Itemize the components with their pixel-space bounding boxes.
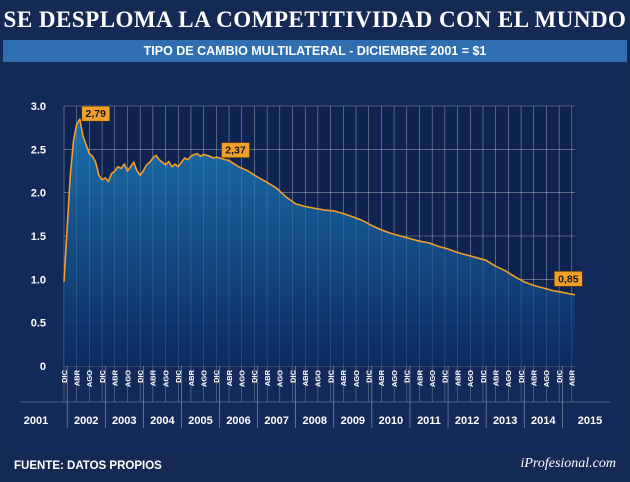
x-month-label: ABR — [225, 369, 234, 386]
y-tick-label: 1.5 — [31, 231, 46, 243]
x-month-label: AGO — [85, 370, 94, 387]
value-label: 2,79 — [86, 108, 107, 120]
x-year-label: 2013 — [493, 415, 517, 427]
x-year-label: 2012 — [455, 415, 479, 427]
y-tick-label: 0 — [40, 361, 46, 373]
x-month-label: AGO — [199, 370, 208, 387]
x-year-label: 2006 — [226, 415, 250, 427]
x-month-label: ABR — [491, 369, 500, 386]
x-month-label: AGO — [390, 370, 399, 387]
x-year-label: 2007 — [264, 415, 288, 427]
source-note: FUENTE: DATOS PROPIOS — [14, 460, 162, 472]
x-month-label: DIC — [403, 369, 412, 383]
x-month-label: AGO — [314, 370, 323, 387]
y-tick-label: 2.5 — [31, 144, 46, 156]
x-month-label: AGO — [428, 370, 437, 387]
y-tick-label: 0.5 — [31, 318, 46, 330]
x-month-label: ABR — [149, 369, 158, 386]
x-month-label: DIC — [441, 369, 450, 383]
x-month-label: ABR — [453, 369, 462, 386]
x-month-label: DIC — [555, 369, 564, 383]
x-month-label: ABR — [530, 369, 539, 386]
value-label: 0,85 — [558, 273, 579, 285]
x-month-label: AGO — [123, 370, 132, 387]
x-month-label: ABR — [339, 369, 348, 386]
brand-logo: iProfesional.com — [520, 456, 616, 471]
series-area — [64, 119, 575, 366]
x-month-label: DIC — [326, 369, 335, 383]
x-month-label: AGO — [542, 370, 551, 387]
chart-subtitle: TIPO DE CAMBIO MULTILATERAL - DICIEMBRE … — [3, 40, 627, 62]
x-year-label: 2001 — [24, 415, 48, 427]
x-month-label: AGO — [238, 370, 247, 387]
x-month-label: ABR — [301, 369, 310, 386]
x-month-label: DIC — [174, 369, 183, 383]
x-month-label: ABR — [415, 369, 424, 386]
series-line — [63, 118, 576, 296]
x-month-label: DIC — [288, 369, 297, 383]
y-tick-label: 1.0 — [31, 274, 46, 286]
x-month-label: ABR — [111, 369, 120, 386]
value-label: 2,37 — [225, 145, 246, 157]
x-month-label: AGO — [466, 370, 475, 387]
x-month-label: DIC — [365, 369, 374, 383]
y-tick-label: 2.0 — [31, 188, 46, 200]
value-label-box — [81, 105, 111, 122]
x-year-label: 2014 — [531, 415, 556, 427]
x-month-label: ABR — [377, 369, 386, 386]
x-year-label: 2002 — [74, 415, 98, 427]
x-year-label: 2005 — [188, 415, 212, 427]
x-month-label: ABR — [72, 369, 81, 386]
x-month-label: AGO — [161, 370, 170, 387]
x-month-label: DIC — [250, 369, 259, 383]
x-month-label: DIC — [98, 369, 107, 383]
x-year-label: 2004 — [150, 415, 175, 427]
x-month-label: AGO — [352, 370, 361, 387]
x-year-label: 2009 — [341, 415, 365, 427]
x-month-label: DIC — [517, 369, 526, 383]
x-year-label: 2010 — [379, 415, 403, 427]
x-month-label: DIC — [212, 369, 221, 383]
x-month-label: ABR — [568, 369, 577, 386]
x-month-label: AGO — [504, 370, 513, 387]
x-month-label: DIC — [479, 369, 488, 383]
x-month-label: DIC — [136, 369, 145, 383]
x-month-label: ABR — [187, 369, 196, 386]
x-year-label: 2011 — [417, 415, 441, 427]
x-year-label: 2003 — [112, 415, 136, 427]
x-year-label: 2008 — [302, 415, 326, 427]
page-title: SE DESPLOMA LA COMPETITIVIDAD CON EL MUN… — [3, 7, 627, 32]
x-month-label: AGO — [276, 370, 285, 387]
x-month-label: ABR — [263, 369, 272, 386]
value-label-box — [554, 271, 583, 287]
value-label-box — [221, 142, 250, 158]
x-year-label: 2015 — [578, 415, 602, 427]
x-month-label: DIC — [60, 369, 69, 383]
y-tick-label: 3.0 — [31, 101, 46, 113]
